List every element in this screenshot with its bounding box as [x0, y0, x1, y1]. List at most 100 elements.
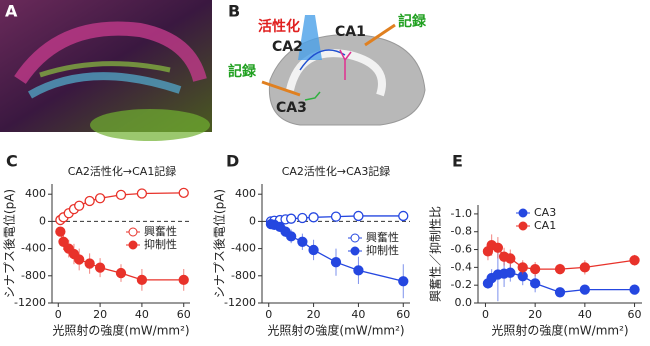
- legend-label: CA3: [534, 206, 556, 219]
- x-axis-label: 光照射の強度(mW/mm²): [52, 323, 189, 338]
- data-point: [297, 212, 308, 224]
- x-tick-label: 60: [396, 308, 410, 321]
- data-point: [330, 257, 342, 268]
- legend-label: CA1: [534, 219, 556, 232]
- panel-b: B 活性化 CA2 CA1 記録 記録 CA3: [228, 2, 427, 126]
- panel-letter: E: [452, 152, 463, 171]
- data-point: [74, 254, 85, 265]
- data-point: [84, 258, 95, 269]
- legend-marker: [518, 221, 528, 231]
- legend-marker: [350, 246, 360, 256]
- y-tick-label: -1200: [224, 296, 256, 309]
- data-point: [115, 189, 127, 201]
- data-point: [353, 210, 364, 222]
- diagram-label: CA1: [335, 24, 366, 40]
- y-tick-label: 400: [235, 187, 256, 200]
- data-point: [629, 255, 640, 266]
- y-tick-label: -1200: [14, 296, 46, 309]
- data-point: [297, 236, 308, 247]
- x-tick-label: 20: [93, 308, 107, 321]
- data-point: [554, 263, 566, 275]
- data-point: [554, 287, 566, 298]
- data-point: [398, 276, 409, 287]
- data-point: [178, 187, 189, 198]
- x-tick-label: 60: [628, 308, 642, 321]
- y-tick-label: -0.2: [451, 278, 472, 291]
- diagram-label: CA2: [272, 39, 303, 55]
- tissue-band: [39, 61, 171, 78]
- diagram-label: CA3: [276, 100, 307, 116]
- data-point: [178, 274, 189, 286]
- electrode: [261, 80, 301, 97]
- y-tick-label: 0.0: [455, 296, 473, 309]
- data-point: [136, 188, 148, 199]
- data-point: [286, 231, 297, 242]
- x-tick-label: 20: [528, 308, 542, 321]
- data-point: [308, 212, 319, 223]
- hippocampus: [286, 49, 386, 97]
- data-point: [115, 267, 127, 279]
- electrode: [364, 23, 396, 47]
- data-point: [505, 267, 516, 278]
- chart-title: CA2活性化→CA1記録: [68, 164, 177, 178]
- legend-label: 抑制性: [366, 243, 399, 257]
- data-point: [55, 226, 66, 237]
- data-point: [94, 262, 106, 273]
- legend-marker: [518, 208, 528, 218]
- data-point: [308, 244, 319, 256]
- x-tick-label: 40: [351, 308, 365, 321]
- legend-marker: [128, 227, 138, 237]
- x-tick-label: 0: [265, 308, 272, 321]
- data-point: [579, 284, 590, 295]
- data-point: [398, 210, 409, 222]
- y-tick-label: -0.8: [451, 225, 472, 238]
- y-tick-label: -1.0: [451, 207, 472, 220]
- neuron: [304, 91, 321, 101]
- x-axis-label: 光照射の強度(mW/mm²): [491, 323, 628, 338]
- y-tick-label: 400: [25, 187, 46, 200]
- legend-label: 興奮性: [144, 224, 177, 238]
- y-tick-label: -0.6: [451, 243, 472, 256]
- y-axis-label: シナプス後電位(pA): [212, 189, 227, 298]
- x-tick-label: 40: [135, 308, 149, 321]
- y-axis-label: 興奮性／抑制性比: [428, 206, 443, 302]
- y-tick-label: -400: [21, 242, 46, 255]
- y-tick-label: -0.4: [451, 260, 472, 273]
- x-tick-label: 40: [578, 308, 592, 321]
- diagram-label: 記録: [398, 13, 427, 30]
- data-point: [629, 284, 640, 295]
- panel-a: A: [0, 0, 212, 141]
- data-point: [74, 200, 85, 211]
- legend-label: 興奮性: [366, 230, 399, 244]
- data-point: [286, 213, 297, 224]
- panel-letter: A: [5, 2, 18, 21]
- y-tick-label: 0: [39, 214, 46, 227]
- panel-letter: D: [226, 152, 239, 171]
- y-axis-label: シナプス後電位(pA): [2, 189, 17, 298]
- data-point: [94, 193, 106, 204]
- y-tick-label: -800: [231, 269, 256, 282]
- data-point: [353, 265, 364, 276]
- data-point: [58, 236, 69, 247]
- y-tick-label: 0: [249, 214, 256, 227]
- tissue-band: [27, 72, 182, 99]
- x-axis-label: 光照射の強度(mW/mm²): [267, 323, 404, 338]
- data-point: [579, 262, 590, 273]
- chart-title: CA2活性化→CA3記録: [282, 164, 391, 178]
- tissue-band: [14, 21, 207, 84]
- diagram-label: 記録: [228, 63, 257, 80]
- x-tick-label: 0: [55, 308, 62, 321]
- legend-marker: [128, 240, 138, 250]
- data-point: [505, 253, 516, 264]
- y-tick-label: -400: [231, 242, 256, 255]
- x-tick-label: 60: [177, 308, 191, 321]
- neuron: [339, 49, 352, 80]
- tissue-band: [90, 109, 210, 141]
- panel-letter: B: [228, 2, 240, 21]
- data-point: [530, 263, 541, 275]
- x-tick-label: 20: [307, 308, 321, 321]
- data-point: [492, 242, 504, 253]
- y-tick-label: -800: [21, 269, 46, 282]
- data-point: [330, 211, 342, 222]
